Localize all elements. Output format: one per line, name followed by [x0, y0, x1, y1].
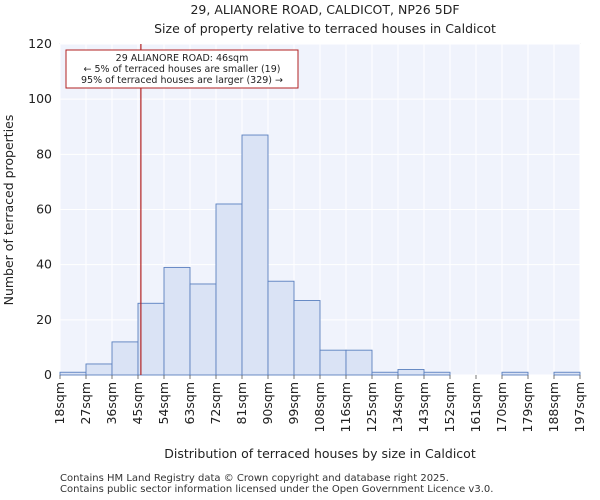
x-tick-label: 108sqm — [312, 382, 327, 432]
bar-125sqm — [371, 371, 399, 376]
x-tick-label: 143sqm — [416, 382, 431, 432]
bar-45sqm — [137, 302, 165, 376]
y-tick-label: 20 — [36, 312, 52, 327]
y-axis-ticks: 0 20 40 60 80 100 120 — [28, 36, 52, 382]
chart-subtitle: Size of property relative to terraced ho… — [154, 21, 496, 36]
bar-18sqm — [59, 371, 87, 376]
bar-81sqm — [241, 134, 269, 376]
bar-134sqm — [397, 369, 425, 376]
chart-title: 29, ALIANORE ROAD, CALDICOT, NP26 5DF — [190, 2, 459, 17]
bar-72sqm — [215, 203, 243, 376]
bar-54sqm — [163, 266, 191, 376]
annotation-line-1: 29 ALIANORE ROAD: 46sqm — [116, 53, 249, 64]
x-axis-label: Distribution of terraced houses by size … — [164, 446, 476, 461]
x-tick-label: 81sqm — [234, 382, 249, 425]
x-tick-label: 45sqm — [130, 382, 145, 425]
x-tick-label: 63sqm — [182, 382, 197, 425]
x-tick-label: 90sqm — [260, 382, 275, 425]
bar-27sqm — [85, 363, 113, 376]
bar-188sqm — [553, 371, 581, 376]
bar-63sqm — [189, 283, 217, 376]
y-tick-label: 120 — [28, 36, 52, 51]
bar-170sqm — [501, 371, 529, 376]
y-tick-label: 40 — [36, 257, 52, 272]
x-tick-label: 36sqm — [104, 382, 119, 425]
annotation-line-2: ← 5% of terraced houses are smaller (19) — [84, 64, 281, 75]
y-tick-label: 0 — [44, 367, 52, 382]
y-tick-label: 100 — [28, 91, 52, 106]
bar-116sqm — [345, 349, 373, 376]
x-tick-label: 99sqm — [286, 382, 301, 425]
x-tick-label: 54sqm — [156, 382, 171, 425]
x-tick-label: 161sqm — [468, 382, 483, 432]
x-tick-label: 116sqm — [338, 382, 353, 432]
bars — [59, 134, 581, 376]
bar-90sqm — [267, 280, 295, 376]
x-tick-label: 134sqm — [390, 382, 405, 432]
bar-108sqm — [319, 349, 347, 376]
annotation-box — [65, 49, 299, 89]
bar-36sqm — [111, 341, 139, 376]
bar-143sqm — [423, 371, 451, 376]
y-axis-label: Number of terraced properties — [1, 115, 16, 306]
x-tick-label: 197sqm — [572, 382, 587, 432]
bar-99sqm — [293, 300, 321, 376]
x-tick-label: 179sqm — [520, 382, 535, 432]
x-axis-ticks: 18sqm 27sqm 36sqm 45sqm 54sqm 63sqm 72sqm 81sqm… — [52, 375, 587, 432]
x-tick-label: 72sqm — [208, 382, 223, 425]
y-tick-label: 60 — [36, 202, 52, 217]
annotation-line-3: 95% of terraced houses are larger (329) … — [81, 75, 283, 86]
x-tick-label: 27sqm — [78, 382, 93, 425]
y-tick-label: 80 — [36, 146, 52, 161]
x-tick-label: 125sqm — [364, 382, 379, 432]
footer-line-1: Contains HM Land Registry data © Crown c… — [60, 473, 449, 484]
x-tick-label: 188sqm — [546, 382, 561, 432]
grid-lines — [59, 43, 581, 376]
x-tick-label: 152sqm — [442, 382, 457, 432]
x-tick-label: 18sqm — [52, 382, 67, 425]
x-tick-label: 170sqm — [494, 382, 509, 432]
footer-line-2: Contains public sector information licen… — [60, 484, 494, 495]
